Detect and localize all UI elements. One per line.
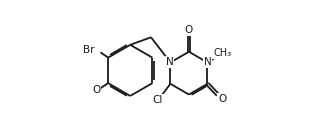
Text: N: N xyxy=(166,57,174,67)
Text: CH₃: CH₃ xyxy=(213,48,231,59)
Text: O: O xyxy=(92,85,100,95)
Text: O: O xyxy=(218,94,226,104)
Text: O: O xyxy=(185,25,193,35)
Text: Cl: Cl xyxy=(153,95,163,105)
Text: Br: Br xyxy=(83,45,94,55)
Text: N: N xyxy=(204,57,212,67)
